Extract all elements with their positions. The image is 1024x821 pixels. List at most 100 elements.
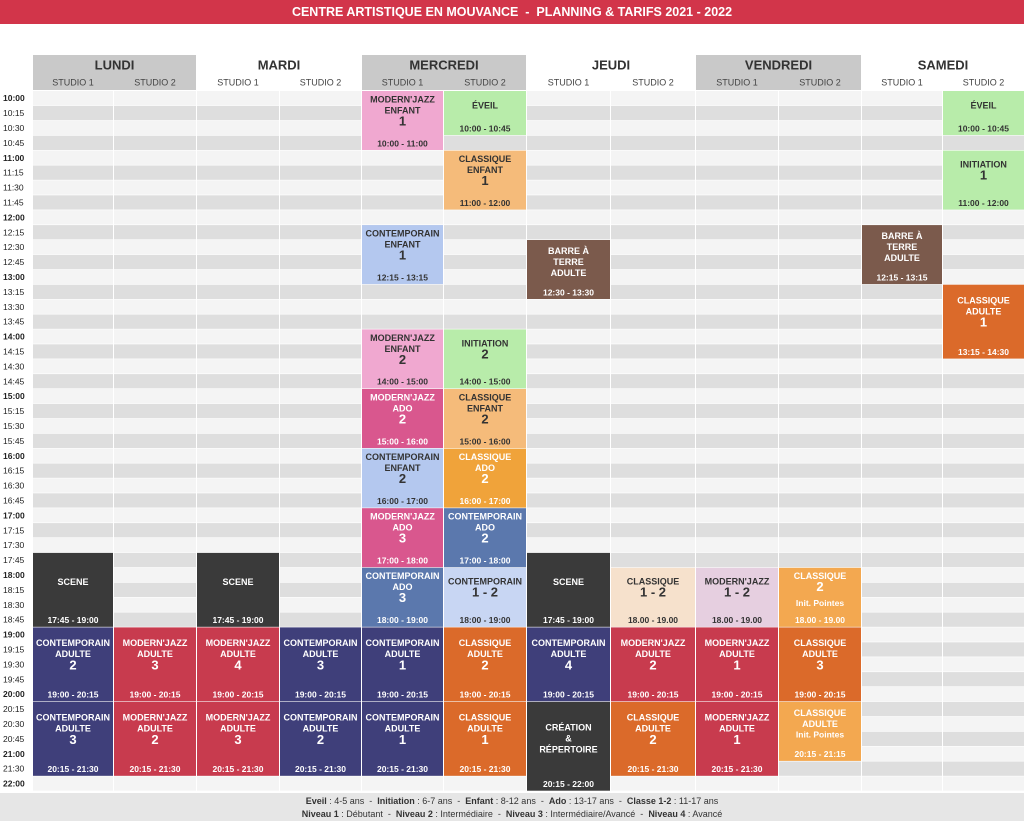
grid-cell — [696, 195, 778, 210]
grid-cell — [862, 195, 942, 210]
grid-cell — [611, 210, 695, 225]
class-text: ADULTE — [719, 724, 755, 734]
grid-cell — [114, 478, 196, 493]
grid-cell — [779, 418, 861, 434]
class-time: 19:00 - 20:15 — [295, 690, 346, 700]
grid-cell — [696, 105, 778, 121]
grid-cell — [114, 597, 196, 612]
grid-cell — [33, 418, 113, 434]
grid-cell — [197, 418, 279, 434]
grid-cell — [280, 776, 361, 791]
class-text: 1 - 2 — [472, 585, 498, 600]
grid-cell — [943, 254, 1024, 270]
day-name: SAMEDI — [918, 57, 969, 72]
grid-cell — [943, 731, 1024, 746]
time-label: 20:15 — [3, 704, 25, 714]
class-block — [696, 567, 778, 627]
grid-cell — [280, 612, 361, 627]
class-block — [280, 627, 361, 702]
grid-cell — [696, 463, 778, 478]
class-block — [362, 389, 443, 448]
class-text: MODERN'JAZZ — [621, 638, 686, 648]
grid-cell — [527, 165, 610, 180]
grid-cell — [611, 135, 695, 150]
grid-cell — [611, 269, 695, 285]
class-text: ADULTE — [385, 649, 421, 659]
class-text: ADULTE — [966, 307, 1002, 317]
grid-cell — [527, 433, 610, 448]
class-time: 17:00 - 18:00 — [377, 555, 428, 565]
grid-cell — [943, 493, 1024, 508]
class-block — [779, 627, 861, 702]
grid-cell — [779, 254, 861, 270]
class-block — [362, 91, 443, 150]
grid-cell — [280, 240, 361, 255]
grid-cell — [280, 314, 361, 329]
class-time: 19:00 - 20:15 — [543, 690, 594, 700]
class-text: TERRE — [887, 242, 918, 252]
grid-cell — [527, 105, 610, 121]
grid-cell — [114, 269, 196, 285]
class-text: ADULTE — [220, 649, 256, 659]
grid-cell — [779, 240, 861, 255]
footer-line: Eveil : 4-5 ans - Initiation : 6-7 ans -… — [306, 796, 719, 806]
time-label: 17:30 — [3, 540, 25, 550]
footer-segment: : 13-17 ans - — [566, 796, 627, 806]
grid-cell — [527, 344, 610, 359]
grid-cell — [862, 284, 942, 299]
class-text: 2 — [649, 657, 656, 672]
class-text: 1 — [481, 173, 488, 188]
grid-cell — [114, 284, 196, 299]
class-text: 3 — [151, 657, 158, 672]
time-label: 12:45 — [3, 257, 25, 267]
class-block — [943, 284, 1024, 359]
grid-cell — [943, 374, 1024, 389]
grid-cell — [33, 225, 113, 240]
class-text: CONTEMPORAIN — [448, 577, 522, 587]
grid-cell — [114, 254, 196, 270]
grid-cell — [527, 225, 610, 240]
grid-cell — [696, 538, 778, 553]
grid-cell — [611, 120, 695, 136]
grid-cell — [696, 493, 778, 508]
grid-cell — [862, 403, 942, 419]
grid-cell — [527, 478, 610, 493]
grid-cell — [862, 731, 942, 746]
grid-cell — [197, 120, 279, 136]
grid-cell — [197, 374, 279, 389]
grid-cell — [114, 91, 196, 106]
time-label: 17:15 — [3, 525, 25, 535]
class-time: 20:15 - 21:30 — [459, 764, 510, 774]
grid-cell — [943, 135, 1024, 150]
grid-cell — [444, 284, 526, 299]
class-block — [197, 701, 279, 776]
class-text: ADULTE — [55, 649, 91, 659]
grid-cell — [611, 344, 695, 359]
grid-cell — [280, 180, 361, 195]
class-block — [362, 329, 443, 389]
class-time: 14:00 - 15:00 — [377, 377, 428, 387]
class-text: 2 — [481, 657, 488, 672]
time-label: 12:30 — [3, 242, 25, 252]
grid-cell — [943, 567, 1024, 583]
grid-cell — [33, 314, 113, 329]
grid-cell — [362, 195, 443, 210]
class-block — [943, 150, 1024, 210]
grid-cell — [779, 478, 861, 493]
grid-cell — [862, 418, 942, 434]
grid-cell — [862, 657, 942, 672]
grid-cell — [611, 493, 695, 508]
time-label: 10:45 — [3, 138, 25, 148]
class-time: 20:15 - 22:00 — [543, 779, 594, 789]
class-time: 16:00 - 17:00 — [459, 496, 510, 506]
grid-cell — [862, 597, 942, 612]
class-text: CLASSIQUE — [459, 392, 512, 402]
class-text: ADO — [393, 403, 413, 413]
footer-segment: Eveil — [306, 796, 327, 806]
time-label: 12:00 — [3, 212, 25, 222]
grid-cell — [527, 359, 610, 374]
grid-cell — [862, 433, 942, 448]
grid-cell — [114, 493, 196, 508]
class-text: ADULTE — [802, 649, 838, 659]
grid-cell — [33, 448, 113, 463]
